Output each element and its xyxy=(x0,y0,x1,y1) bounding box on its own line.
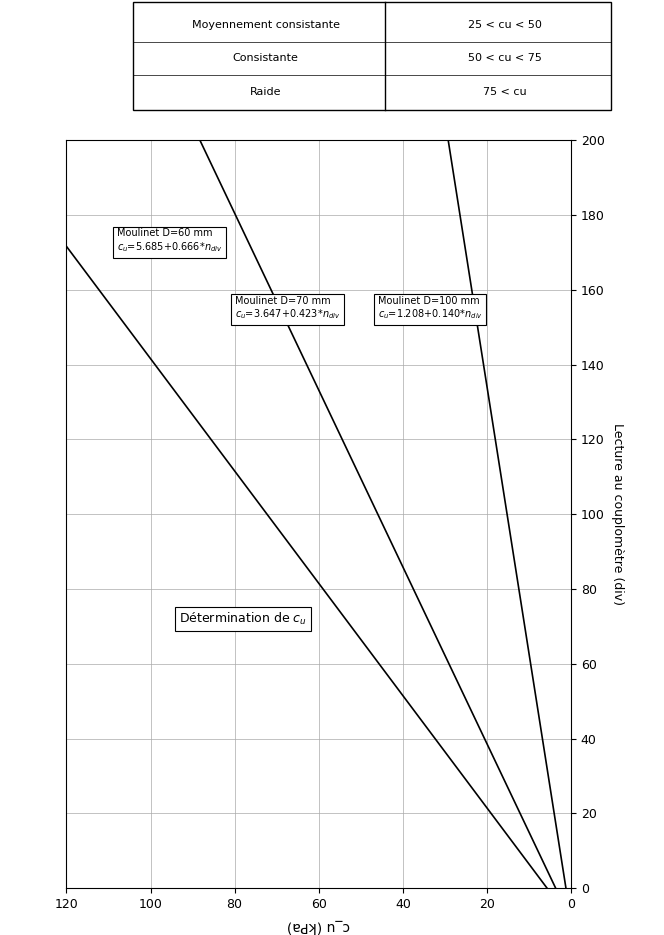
Text: Détermination de $c_u$: Détermination de $c_u$ xyxy=(179,611,307,627)
Text: Raide: Raide xyxy=(250,87,282,97)
Text: Moyennement consistante: Moyennement consistante xyxy=(192,20,339,30)
Text: 25 < cu < 50: 25 < cu < 50 xyxy=(467,20,542,30)
Text: Moulinet D=100 mm
$c_u$=1.208+0.140*$n_{div}$: Moulinet D=100 mm $c_u$=1.208+0.140*$n_{… xyxy=(378,295,483,322)
Y-axis label: Lecture au couplomètre (div): Lecture au couplomètre (div) xyxy=(611,424,624,605)
Text: Moulinet D=60 mm
$c_u$=5.685+0.666*$n_{div}$: Moulinet D=60 mm $c_u$=5.685+0.666*$n_{d… xyxy=(117,228,222,254)
Text: 50 < cu < 75: 50 < cu < 75 xyxy=(467,53,542,64)
Bar xyxy=(133,2,611,110)
Text: Moulinet D=70 mm
$c_u$=3.647+0.423*$n_{div}$: Moulinet D=70 mm $c_u$=3.647+0.423*$n_{d… xyxy=(234,295,340,322)
X-axis label: c_u (kPa): c_u (kPa) xyxy=(287,919,351,933)
Text: Consistante: Consistante xyxy=(232,53,299,64)
Text: 75 < cu: 75 < cu xyxy=(483,87,527,97)
